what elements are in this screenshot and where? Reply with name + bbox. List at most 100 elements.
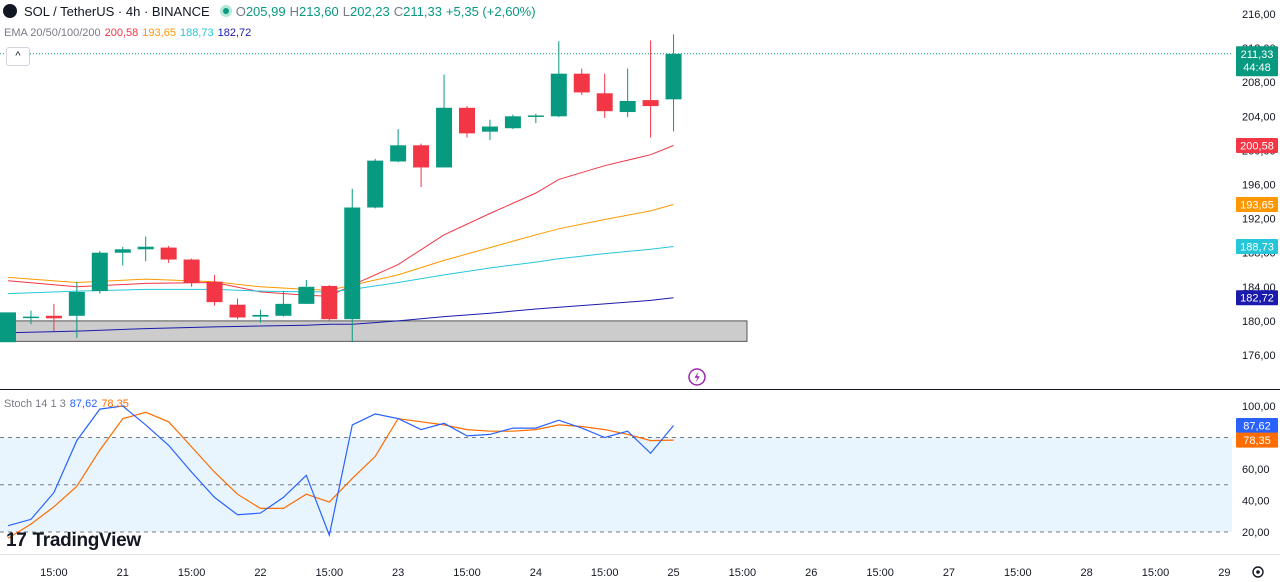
time-tick-label: 15:00: [178, 567, 206, 579]
misc-marks: [688, 368, 1264, 578]
stoch-d-line: [7, 411, 674, 539]
symbol-title[interactable]: SOL / TetherUS · 4h · BINANCE: [24, 4, 210, 19]
stoch-k-value: 87,62: [69, 398, 98, 410]
candle-body: [459, 107, 475, 134]
candle: [68, 281, 85, 338]
ema-price-label-2-text: 188,73: [1240, 241, 1274, 253]
tv-logo-icon: 17: [6, 530, 27, 551]
open-value: 205,99: [245, 4, 286, 19]
stoch-legend-label: Stoch 14 1 3: [4, 398, 66, 410]
candle-body: [665, 53, 682, 100]
candle-body: [22, 316, 39, 319]
candle: [229, 298, 246, 320]
high-value: 213,60: [298, 4, 339, 19]
candle: [436, 74, 453, 168]
time-tick-label: 15:00: [866, 567, 894, 579]
time-tick-label: 28: [1081, 567, 1093, 579]
open-label: O: [235, 4, 246, 19]
candle-body: [390, 145, 407, 162]
chevron-up-icon: ^: [15, 50, 21, 62]
candle-body: [596, 93, 613, 112]
candle: [459, 106, 475, 138]
ema-line-0: [7, 145, 674, 297]
ema-100-value: 188,73: [179, 27, 214, 39]
ema-200-value: 182,72: [217, 27, 252, 39]
stoch-tick-label: 40,00: [1242, 496, 1270, 508]
time-tick-label: 15:00: [316, 567, 344, 579]
candle-body: [619, 100, 636, 113]
ema-price-label-3: 182,72: [1236, 290, 1278, 306]
candle-body: [275, 303, 292, 316]
time-tick-label: 25: [667, 567, 679, 579]
candle: [573, 68, 590, 95]
gear-icon-ring: [1252, 566, 1264, 578]
ema-50-value: 193,65: [142, 27, 176, 39]
ema-price-label-3-bg: [1236, 290, 1278, 306]
candle: [344, 188, 361, 343]
candle: [642, 40, 659, 138]
stoch-k-badge: 87,62: [1236, 417, 1278, 433]
candle: [596, 73, 613, 119]
candle-body: [527, 115, 544, 117]
close-value: 211,33: [403, 4, 442, 19]
ema-price-label-2-bg: [1236, 238, 1278, 254]
stoch-legend[interactable]: Stoch 14 1 3 87,62 78,35: [4, 398, 133, 410]
price-tick-label: 204,00: [1242, 111, 1276, 123]
stoch-tick-label: 100,00: [1242, 401, 1276, 413]
price-tick-label: 216,00: [1242, 9, 1276, 21]
candle: [550, 41, 567, 118]
ema-line-3: [7, 297, 674, 334]
collapse-legend-button[interactable]: ^: [6, 47, 30, 66]
ema-price-label-0-bg: [1236, 137, 1278, 153]
settings-gear-icon: [1252, 566, 1264, 578]
time-tick-label: 15:00: [1142, 567, 1170, 579]
ema-price-label-1-bg: [1236, 197, 1278, 213]
time-axis: 15:00 21 15:00 22 15:00 23 15:00 24 15:00 25 15:00…: [40, 567, 1230, 579]
support-zone-rect: [0, 320, 748, 342]
high-label: H: [289, 4, 299, 19]
ema-price-label-0: 200,58: [1236, 137, 1278, 153]
candle: [252, 309, 269, 323]
candle: [665, 34, 682, 132]
low-value: 202,23: [349, 4, 390, 19]
candle-body: [298, 286, 315, 304]
candle: [91, 250, 108, 294]
candle-body: [344, 207, 361, 320]
stoch-d-badge: 78,35: [1236, 432, 1278, 448]
price-tick-label: 196,00: [1242, 180, 1276, 192]
stoch-d-badge-bg: [1236, 432, 1278, 448]
time-tick-label: 15:00: [591, 567, 619, 579]
ema-price-label-0-text: 200,58: [1240, 140, 1274, 152]
time-tick-label: 21: [117, 567, 129, 579]
candle: [504, 114, 521, 130]
stoch-tick-label: 60,00: [1242, 464, 1270, 476]
candle: [321, 285, 338, 321]
candle: [298, 279, 315, 304]
candle: [619, 68, 636, 118]
candle: [275, 291, 292, 317]
symbol-header[interactable]: SOL / TetherUS · 4h · BINANCE O205,99 H213…: [24, 4, 540, 19]
lightning-icon-bolt: [694, 371, 700, 383]
candle-body: [252, 314, 269, 317]
candle: [206, 274, 223, 306]
brand-name: TradingView: [32, 530, 142, 551]
time-tick-label: 15:00: [453, 567, 481, 579]
change-value: +5,35 (+2,60%): [445, 4, 536, 19]
candle: [114, 246, 131, 266]
ema-lines: [7, 145, 674, 334]
candle-body: [137, 246, 154, 250]
candle-body: [321, 285, 338, 320]
candle-body: [68, 291, 85, 316]
candle: [137, 236, 154, 262]
last-price-label-text: 44:48: [1243, 62, 1271, 74]
symbol-logo-icon: [3, 4, 17, 18]
ema-legend[interactable]: EMA 20/50/100/200 200,58 193,65 188,73 182,7…: [4, 27, 255, 39]
candle: [0, 312, 16, 343]
price-tick-label: 208,00: [1242, 77, 1276, 89]
candle: [367, 158, 384, 209]
ema-legend-label: EMA 20/50/100/200: [4, 27, 101, 39]
candle: [527, 113, 544, 124]
stoch-k-line: [7, 405, 674, 538]
